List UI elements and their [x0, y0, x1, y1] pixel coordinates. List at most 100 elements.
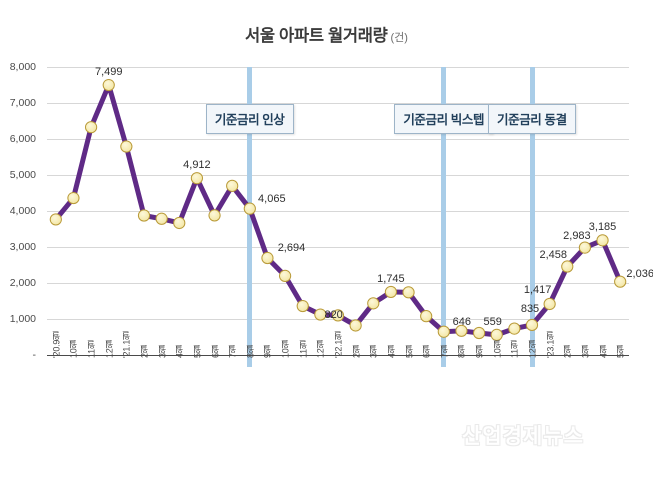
- y-axis-tick-label: -: [32, 349, 37, 361]
- data-point-marker: [420, 310, 433, 323]
- data-point-label: 820: [324, 309, 343, 322]
- x-axis-tick-label: 12월: [104, 339, 115, 358]
- x-axis-tick-label: 5월: [404, 344, 415, 358]
- y-axis-tick-label: 2,000: [9, 277, 36, 289]
- data-point-marker: [402, 286, 415, 299]
- data-point-label: 2,694: [277, 242, 306, 255]
- data-point-marker: [596, 234, 609, 247]
- data-point-label: 1,745: [377, 272, 405, 285]
- event-marker-line: [247, 67, 253, 367]
- data-point-label: 2,458: [539, 248, 568, 261]
- data-point-label: 559: [483, 315, 502, 328]
- x-axis-line: [47, 354, 629, 356]
- x-axis-tick-label: 2월: [139, 344, 150, 358]
- data-point-marker: [226, 179, 239, 192]
- data-point-marker: [102, 78, 115, 92]
- data-point-label: 2,983: [563, 229, 591, 242]
- data-point-marker: [508, 322, 521, 335]
- data-point-marker: [208, 209, 221, 222]
- data-point-label: 646: [452, 315, 471, 328]
- x-axis-tick-label: 9월: [262, 344, 273, 358]
- x-axis-tick-label: 3월: [580, 344, 591, 358]
- data-point-marker: [120, 140, 133, 153]
- x-axis-tick-label: 6월: [210, 344, 221, 358]
- data-point-marker: [261, 251, 274, 265]
- data-point-marker: [137, 209, 151, 222]
- data-point-marker: [49, 213, 62, 226]
- data-point-label: 1,417: [523, 283, 552, 296]
- x-axis-tick-label: 5월: [615, 344, 626, 358]
- data-point-marker: [437, 325, 450, 338]
- x-axis-tick-label: 3월: [157, 344, 168, 358]
- data-point-marker: [543, 297, 556, 311]
- data-point-label: 4,912: [183, 159, 211, 172]
- plot-area: 7,499 4,912 4,065 2,694 820 1,745 646 559 835 1,4…: [47, 66, 653, 367]
- gridline: [47, 283, 629, 284]
- data-point-marker: [578, 241, 592, 254]
- x-axis-tick-label: 7월: [439, 344, 450, 358]
- annotation-callout: 기준금리 빅스텝: [394, 104, 494, 134]
- x-axis-tick-label: '21.1월: [121, 330, 132, 358]
- x-axis-labels: '20.9월 10월 11월 12월 '21.1월 2월 3월 4월 5월 6월 7월 8월 9월 10월…: [47, 331, 629, 413]
- data-point-marker: [367, 297, 380, 310]
- gridline: [47, 175, 629, 176]
- x-axis-tick-label: 7월: [227, 344, 238, 358]
- chart-title-text: 서울 아파트 월거래량: [245, 27, 388, 45]
- data-point-label: 3,185: [588, 221, 617, 234]
- x-axis-tick-label: '23.1월: [545, 330, 556, 358]
- data-point-label: 2,036: [626, 267, 653, 280]
- gridline: [47, 139, 629, 140]
- y-axis-tick-label: 8,000: [9, 61, 36, 73]
- x-axis-tick-label: 10월: [492, 339, 503, 358]
- x-axis-tick-label: 11월: [86, 340, 97, 358]
- x-axis-tick-label: 10월: [280, 339, 291, 358]
- chart-title: 서울 아파트 월거래량 (건): [0, 22, 653, 46]
- y-axis-tick-label: 6,000: [9, 133, 36, 145]
- chart-title-unit: (건): [390, 32, 408, 44]
- line-series: [49, 78, 627, 341]
- annotation-callout: 기준금리 인상: [205, 104, 294, 134]
- x-axis-tick-label: 5월: [192, 344, 203, 358]
- data-point-marker: [296, 299, 309, 313]
- data-point-marker: [472, 326, 486, 340]
- data-point-marker: [173, 216, 186, 230]
- x-axis-tick-label: '20.9월: [51, 330, 62, 358]
- gridline: [47, 103, 629, 104]
- x-axis-tick-label: 8월: [245, 344, 256, 358]
- x-axis-tick-label: 12월: [527, 339, 538, 358]
- data-point-label: 835: [520, 302, 540, 315]
- x-axis-tick-label: 11월: [509, 340, 520, 358]
- data-point-marker: [349, 319, 362, 332]
- gridline: [47, 67, 629, 68]
- y-axis-tick-label: 3,000: [9, 241, 36, 253]
- data-point-marker: [84, 121, 98, 134]
- data-point-marker: [190, 172, 204, 185]
- x-axis-tick-label: 9월: [474, 344, 485, 358]
- x-axis-tick-label: 4월: [174, 344, 185, 358]
- data-point-marker: [278, 269, 292, 283]
- x-axis-tick-label: 4월: [598, 344, 609, 358]
- data-point-marker: [490, 328, 503, 341]
- x-axis-tick-label: '22.1월: [333, 330, 344, 358]
- data-point-marker: [314, 308, 327, 321]
- x-axis-tick-label: 2월: [562, 344, 573, 358]
- y-axis-tick-label: 4,000: [9, 205, 36, 217]
- x-axis-tick-label: 12월: [315, 339, 326, 358]
- gridline: [47, 211, 629, 212]
- data-point-label: 4,065: [258, 192, 286, 205]
- x-axis-tick-label: 2월: [351, 344, 362, 358]
- event-marker-line: [441, 67, 447, 367]
- x-axis-tick-label: 11월: [298, 340, 309, 358]
- data-point-marker: [455, 324, 468, 337]
- x-axis-tick-label: 6월: [421, 344, 432, 358]
- data-point-marker: [155, 212, 168, 225]
- y-axis-tick-label: 7,000: [9, 97, 36, 109]
- annotation-callout: 기준금리 동결: [488, 104, 576, 134]
- y-axis-labels: 8,000 7,000 6,000 5,000 4,000 3,000 2,000 1,000…: [0, 61, 42, 361]
- event-marker-line: [529, 67, 535, 367]
- y-axis-tick-label: 1,000: [9, 313, 36, 325]
- data-point-marker: [243, 202, 256, 215]
- data-point-marker: [331, 309, 345, 322]
- data-point-marker: [525, 318, 539, 332]
